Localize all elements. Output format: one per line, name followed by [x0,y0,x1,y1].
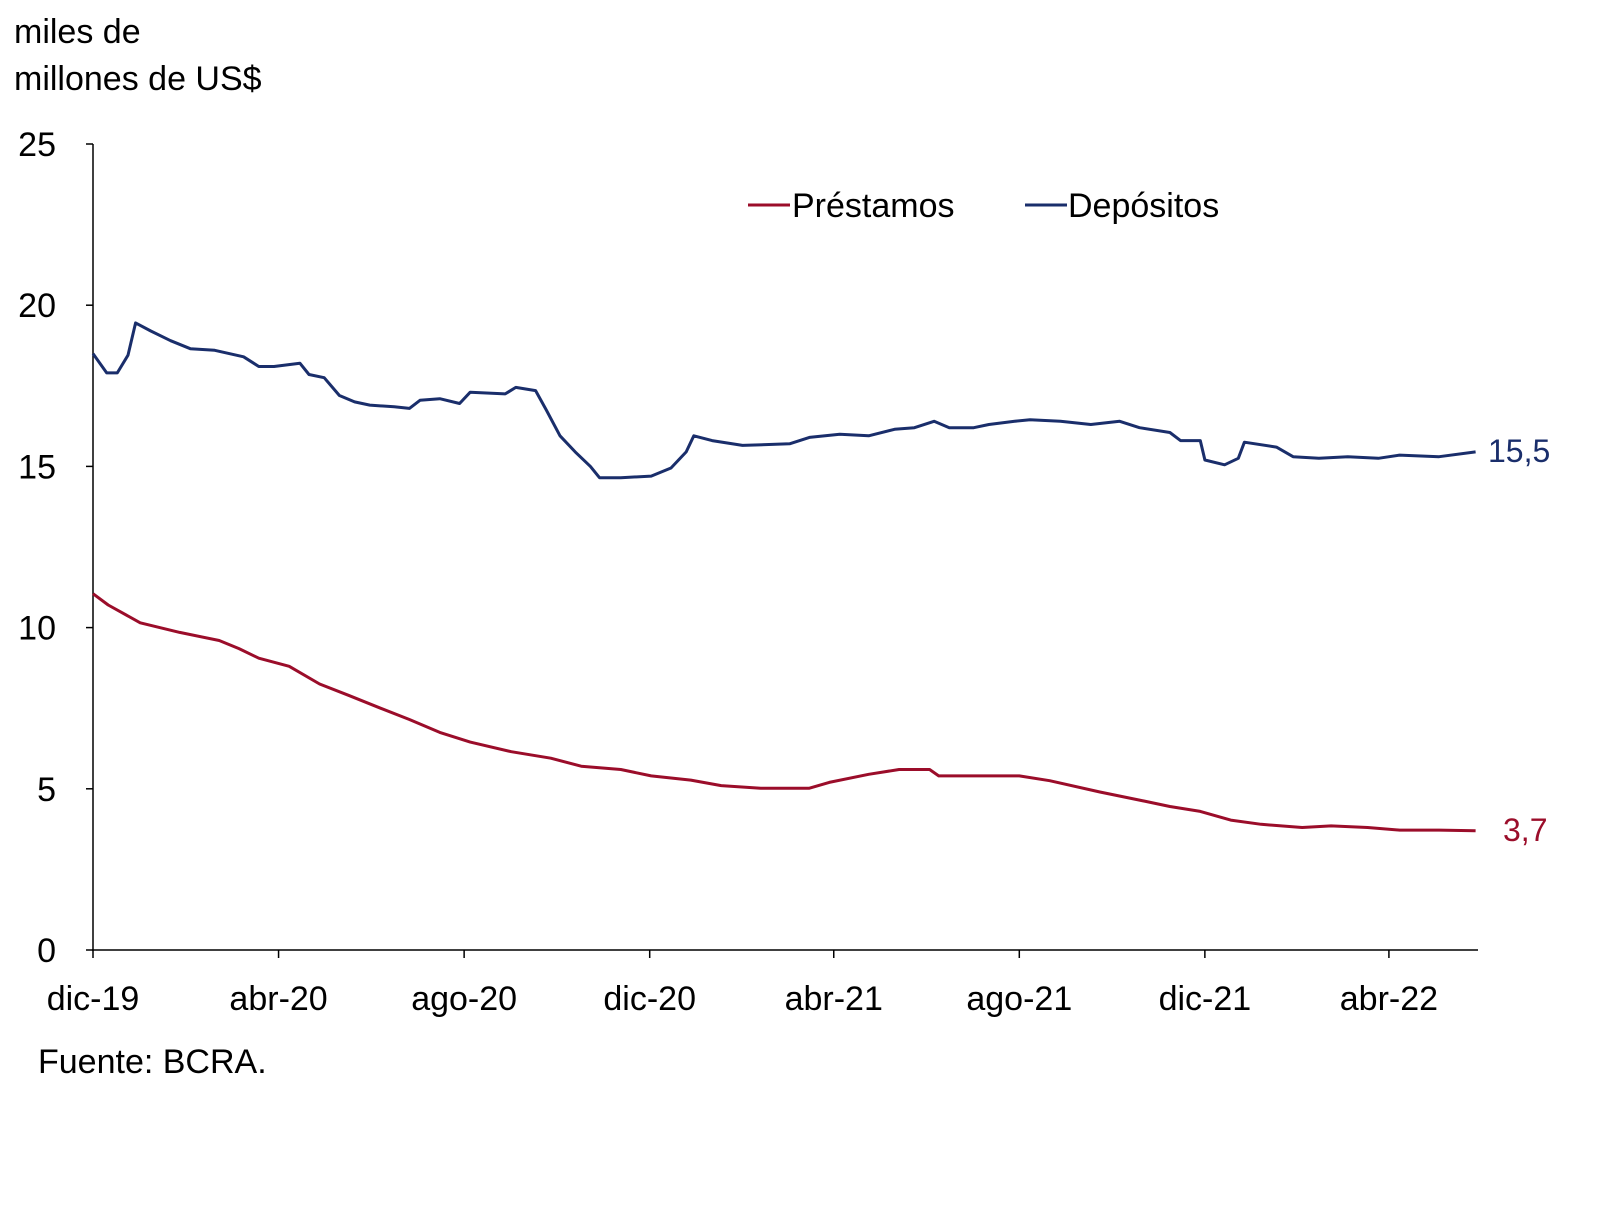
legend-label-depositos: Depósitos [1068,187,1219,225]
legend: Préstamos Depósitos [748,187,1219,225]
y-axis-label-line-1: miles de [14,13,141,51]
legend-label-prestamos: Préstamos [792,187,955,225]
end-label-depositos: 15,5 [1488,433,1550,469]
y-tick-label: 10 [18,610,56,648]
x-tick-label: abr-20 [229,980,327,1018]
y-tick-label: 25 [18,126,56,164]
y-axis-label-line-2: millones de US$ [14,60,262,98]
x-tick-label: dic-20 [603,980,696,1018]
y-tick-label: 0 [37,932,56,970]
x-tick-label: ago-20 [411,980,517,1018]
x-tick-label: abr-21 [785,980,883,1018]
x-tick-label: dic-19 [47,980,140,1018]
x-tick-label: dic-21 [1159,980,1252,1018]
source-note: Fuente: BCRA. [38,1043,267,1081]
end-label-prestamos: 3,7 [1503,812,1547,848]
y-tick-label: 5 [37,771,56,809]
x-tick-label: abr-22 [1340,980,1438,1018]
y-tick-label: 20 [18,287,56,325]
series-line-depositos [91,321,1476,480]
series-line-prestamos [92,592,1476,833]
y-tick-label: 15 [18,448,56,486]
x-tick-label: ago-21 [966,980,1072,1018]
